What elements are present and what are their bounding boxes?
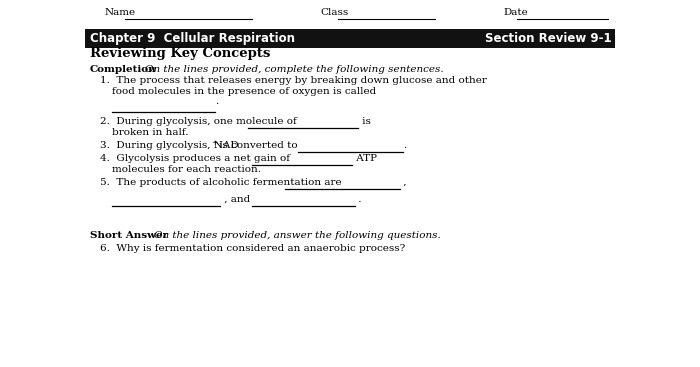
Text: Reviewing Key Concepts: Reviewing Key Concepts	[90, 47, 270, 60]
Text: Class: Class	[320, 8, 349, 17]
Text: , and: , and	[221, 195, 253, 204]
Text: 2.  During glycolysis, one molecule of: 2. During glycolysis, one molecule of	[100, 117, 300, 126]
Text: food molecules in the presence of oxygen is called: food molecules in the presence of oxygen…	[112, 87, 377, 96]
Text: ATP: ATP	[353, 154, 377, 163]
Text: ,: ,	[400, 178, 407, 187]
Text: Section Review 9-1: Section Review 9-1	[485, 32, 612, 45]
Text: Completion: Completion	[90, 65, 157, 74]
Text: broken in half.: broken in half.	[112, 128, 188, 137]
Text: Short Answer: Short Answer	[90, 231, 168, 240]
Bar	[85, 29, 615, 48]
Text: molecules for each reaction.: molecules for each reaction.	[112, 165, 261, 174]
Text: Name: Name	[105, 8, 136, 17]
Text: 6.  Why is fermentation considered an anaerobic process?: 6. Why is fermentation considered an ana…	[100, 244, 405, 253]
Text: .: .	[403, 141, 406, 150]
Text: Chapter 9  Cellular Respiration: Chapter 9 Cellular Respiration	[90, 32, 295, 45]
Text: On the lines provided, complete the following sentences.: On the lines provided, complete the foll…	[145, 65, 444, 74]
Text: is: is	[359, 117, 371, 126]
Text: On the lines provided, answer the following questions.: On the lines provided, answer the follow…	[154, 231, 441, 240]
Text: 1.  The process that releases energy by breaking down glucose and other: 1. The process that releases energy by b…	[100, 76, 487, 85]
Text: +: +	[211, 139, 218, 147]
Text: .: .	[215, 97, 218, 106]
Text: 5.  The products of alcoholic fermentation are: 5. The products of alcoholic fermentatio…	[100, 178, 345, 187]
Text: 3.  During glycolysis, NAD: 3. During glycolysis, NAD	[100, 141, 239, 150]
Text: is converted to: is converted to	[216, 141, 301, 150]
Text: 4.  Glycolysis produces a net gain of: 4. Glycolysis produces a net gain of	[100, 154, 293, 163]
Text: .: .	[355, 195, 361, 204]
Text: Date: Date	[503, 8, 528, 17]
